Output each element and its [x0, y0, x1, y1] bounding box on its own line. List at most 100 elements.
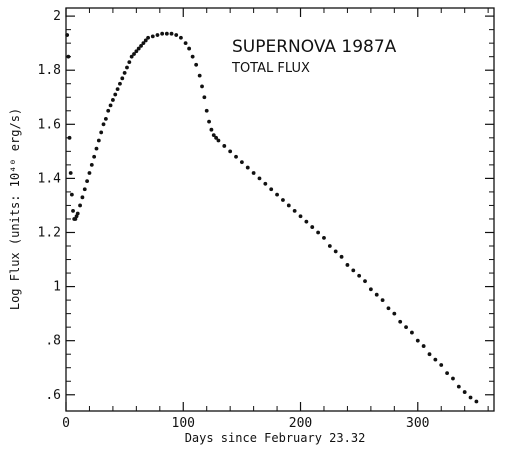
data-point: [187, 46, 192, 51]
y-tick-label: .8: [45, 334, 61, 349]
y-tick-labels: .6 .8 1 1.2 1.4 1.6 1.8 2: [38, 9, 62, 403]
data-point: [108, 103, 113, 108]
data-point: [164, 31, 169, 36]
x-tick-label: 0: [62, 416, 70, 431]
data-point: [211, 133, 216, 138]
data-point: [92, 154, 97, 159]
data-point: [129, 54, 134, 59]
data-point: [404, 325, 408, 330]
data-point: [398, 319, 403, 324]
data-point: [115, 87, 120, 92]
data-point: [68, 171, 73, 175]
data-point: [141, 41, 146, 46]
data-point: [292, 208, 297, 213]
data-point: [380, 298, 385, 303]
data-point: [132, 52, 136, 56]
data-point: [207, 119, 211, 124]
y-tick-label: 1.4: [38, 171, 62, 186]
data-point: [304, 219, 309, 224]
data-point: [427, 352, 432, 357]
data-point: [150, 34, 155, 39]
data-point: [286, 203, 291, 208]
data-point: [136, 46, 141, 51]
chart-subtitle: TOTAL FLUX: [231, 61, 310, 76]
plot-frame: [65, 7, 495, 412]
data-point: [65, 33, 70, 37]
data-point: [239, 160, 244, 165]
data-point: [174, 33, 179, 37]
data-point: [445, 371, 449, 376]
data-point: [122, 71, 127, 75]
ticks-layer: [65, 8, 494, 411]
y-tick-label: 2: [53, 9, 61, 24]
data-point: [169, 31, 174, 36]
data-point: [474, 399, 479, 404]
data-point: [439, 363, 444, 367]
data-point: [374, 292, 379, 297]
data-point: [101, 122, 106, 127]
data-point: [160, 31, 165, 36]
data-point: [67, 135, 72, 140]
x-tick-label: 300: [406, 416, 429, 431]
data-point: [333, 249, 338, 254]
data-point: [113, 92, 118, 97]
data-point: [179, 35, 183, 40]
data-point: [82, 187, 87, 192]
data-point: [251, 171, 256, 175]
x-tick-labels: 0 100 200 300: [62, 416, 429, 431]
data-point: [190, 54, 195, 59]
data-point: [89, 162, 94, 167]
data-point: [316, 230, 321, 235]
data-point: [368, 287, 373, 292]
y-tick-label: 1.8: [38, 63, 61, 78]
y-axis-title: Log Flux (units: 10⁴⁰ erg/s): [8, 108, 22, 310]
data-point: [281, 198, 285, 202]
data-point: [99, 130, 104, 135]
data-point: [234, 154, 238, 159]
data-point: [462, 390, 467, 394]
data-point: [96, 138, 101, 143]
data-point: [433, 357, 438, 362]
data-point: [456, 384, 461, 389]
data-point: [200, 84, 204, 89]
data-point: [339, 254, 344, 259]
data-point: [125, 65, 129, 70]
data-point: [146, 35, 150, 40]
y-tick-label: 1.6: [38, 117, 61, 132]
data-point: [275, 192, 279, 197]
data-point: [106, 108, 111, 113]
x-tick-label: 200: [289, 416, 312, 431]
data-point: [143, 38, 148, 43]
data-point: [468, 395, 473, 400]
data-point: [216, 138, 221, 143]
data-point: [87, 171, 92, 175]
data-point: [111, 98, 115, 102]
data-point: [415, 338, 420, 343]
data-points: [65, 31, 479, 404]
data-point: [155, 33, 160, 37]
data-point: [386, 306, 391, 311]
data-point: [257, 176, 262, 181]
data-point: [197, 73, 202, 78]
data-point: [71, 208, 75, 213]
data-point: [194, 62, 199, 67]
data-point: [75, 211, 80, 216]
data-point: [322, 235, 326, 240]
chart-title: SUPERNOVA 1987A: [232, 37, 397, 57]
data-point: [183, 41, 188, 46]
data-point: [202, 95, 207, 100]
x-tick-label: 100: [172, 416, 195, 431]
data-point: [228, 149, 233, 154]
data-point: [451, 376, 455, 381]
data-point: [134, 49, 139, 54]
data-point: [118, 81, 122, 86]
data-point: [85, 179, 90, 184]
data-point: [204, 108, 209, 113]
data-point: [69, 192, 74, 197]
data-point: [103, 116, 108, 121]
data-point: [421, 344, 426, 348]
data-point: [214, 135, 218, 140]
y-tick-label: .6: [45, 388, 61, 403]
data-point: [392, 311, 397, 316]
